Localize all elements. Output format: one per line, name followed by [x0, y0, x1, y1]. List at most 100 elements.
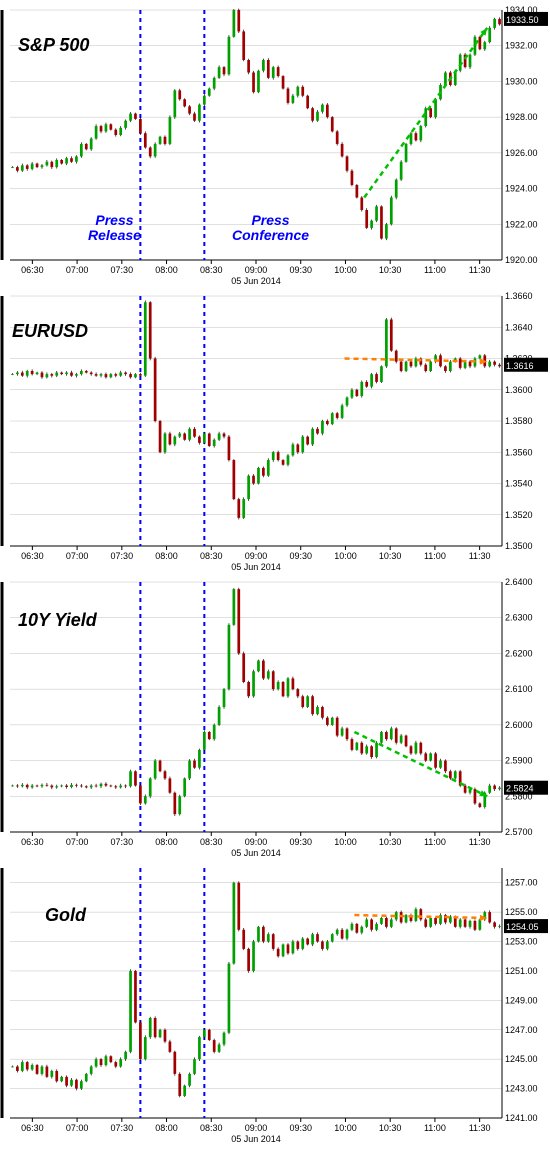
candle: [449, 362, 452, 371]
candle: [410, 362, 413, 367]
candle: [292, 942, 295, 954]
candle: [159, 761, 162, 772]
candle: [193, 429, 196, 437]
candle: [110, 124, 113, 129]
xtick-label: 10:00: [334, 265, 357, 275]
candle: [60, 373, 63, 375]
candle: [124, 121, 127, 128]
candle: [169, 778, 172, 792]
candle: [149, 148, 152, 157]
candle: [351, 171, 354, 185]
candle: [70, 158, 73, 162]
candle: [203, 434, 206, 443]
candle: [188, 429, 191, 440]
candle: [134, 771, 137, 785]
date-label: 05 Jun 2014: [231, 562, 281, 572]
candle: [36, 164, 39, 168]
candle: [178, 434, 181, 437]
candle: [242, 653, 245, 682]
candle: [395, 351, 398, 362]
candle: [301, 437, 304, 453]
candle: [385, 224, 388, 238]
candle: [341, 405, 344, 418]
candle: [311, 934, 314, 944]
xtick-label: 10:30: [379, 1123, 402, 1133]
candle: [498, 926, 501, 927]
candle: [11, 786, 14, 787]
candle: [203, 732, 206, 750]
xtick-label: 07:30: [111, 551, 134, 561]
candle: [65, 373, 68, 375]
xtick-label: 08:30: [200, 1123, 223, 1133]
ytick-label: 2.6400: [505, 577, 533, 587]
ytick-label: 1.3560: [505, 447, 533, 457]
candle: [100, 374, 103, 376]
candle: [341, 728, 344, 735]
candle: [90, 139, 93, 150]
candle: [114, 374, 117, 376]
xtick-label: 06:30: [21, 551, 44, 561]
candle: [301, 696, 304, 707]
candle: [119, 373, 122, 376]
candle: [159, 137, 162, 144]
candle: [272, 934, 275, 949]
candle: [410, 746, 413, 753]
candle: [247, 476, 250, 499]
candle: [129, 971, 132, 1052]
xtick-label: 06:30: [21, 1123, 44, 1133]
candle: [282, 682, 285, 696]
candle: [429, 753, 432, 760]
candle: [488, 362, 491, 367]
candle: [21, 1062, 24, 1071]
candle: [444, 366, 447, 371]
candle: [169, 434, 172, 445]
candle: [85, 1074, 88, 1081]
candle: [169, 117, 172, 144]
candle: [124, 373, 127, 375]
candle: [237, 589, 240, 653]
candle: [287, 455, 290, 464]
candle: [75, 1080, 78, 1089]
candle: [26, 371, 29, 376]
candle: [124, 1052, 127, 1059]
candle: [252, 73, 255, 93]
candle: [110, 786, 113, 787]
candle: [282, 460, 285, 465]
xtick-label: 11:00: [424, 1123, 446, 1133]
candle: [65, 786, 68, 787]
candle: [208, 1030, 211, 1040]
candle: [21, 165, 24, 170]
candle: [464, 786, 467, 793]
candle: [203, 1030, 206, 1037]
candle: [223, 67, 226, 74]
candle: [336, 718, 339, 736]
candle: [80, 786, 83, 787]
candle: [46, 374, 49, 377]
candle: [415, 133, 418, 140]
ytick-label: 2.6100: [505, 684, 533, 694]
candle: [419, 909, 422, 919]
candle: [346, 728, 349, 739]
candle: [149, 1018, 152, 1037]
xtick-label: 11:30: [469, 265, 491, 275]
candle: [444, 761, 447, 772]
candle: [306, 939, 309, 945]
candle: [46, 1067, 49, 1077]
candle: [16, 786, 19, 787]
candle: [85, 371, 88, 373]
candle: [242, 499, 245, 518]
candle: [183, 1086, 186, 1096]
ytick-label: 1926.00: [505, 148, 538, 158]
candle: [60, 160, 63, 164]
candle: [331, 413, 334, 424]
candle: [424, 365, 427, 371]
candle: [213, 78, 216, 89]
candle: [488, 912, 491, 922]
candle: [321, 707, 324, 718]
candle: [385, 732, 388, 739]
xtick-label: 10:00: [334, 837, 357, 847]
candle: [479, 355, 482, 358]
candle: [16, 373, 19, 375]
candle: [36, 1065, 39, 1074]
candle: [380, 918, 383, 924]
